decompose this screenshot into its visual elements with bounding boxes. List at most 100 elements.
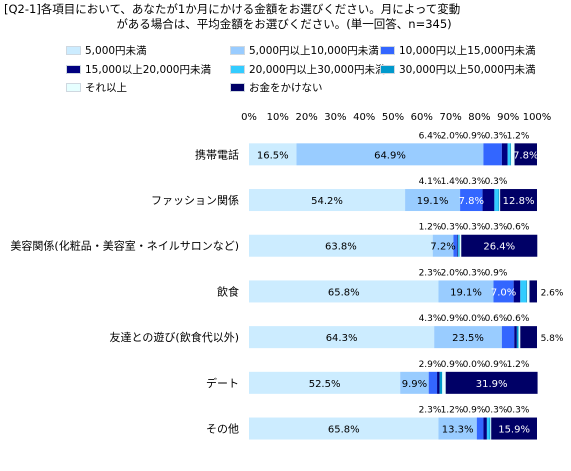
- legend-item-3: 15,000以上20,000円未満: [66, 62, 211, 77]
- bar-segment: [513, 280, 521, 303]
- data-label: 9.9%: [402, 379, 427, 390]
- category-label: デート: [206, 376, 239, 390]
- data-label: 2.0%: [441, 268, 464, 278]
- bar-segment: [249, 326, 435, 349]
- chart-legend: 5,000円未満 5,000円以上10,000円未満 10,000円以上15,0…: [62, 43, 557, 95]
- x-tick-label: 60%: [411, 112, 433, 123]
- bar-segment: [490, 417, 492, 440]
- data-label: 1.4%: [441, 177, 464, 187]
- data-label: 23.5%: [452, 333, 484, 344]
- legend-label-7: お金をかけない: [249, 82, 323, 94]
- bar-segment: [501, 143, 508, 166]
- data-label: 0.3%: [441, 223, 464, 233]
- data-label: 31.9%: [476, 379, 508, 390]
- bar-segment: [249, 189, 406, 212]
- data-label: 0.3%: [485, 177, 508, 187]
- bar-segment: [520, 326, 537, 349]
- chart-title-line-1: [Q2-1]各項目において、あなたが1か月にかける金額をお選びください。月によっ…: [4, 2, 461, 16]
- bar-segment: [400, 371, 429, 394]
- data-label: 0.3%: [463, 223, 486, 233]
- chart-title: [Q2-1]各項目において、あなたが1か月にかける金額をお選びください。月によっ…: [4, 2, 564, 32]
- data-label: 1.2%: [507, 131, 530, 141]
- data-label: 0.3%: [485, 223, 508, 233]
- data-label: 0.9%: [441, 360, 464, 370]
- bar-segment: [428, 371, 438, 394]
- data-label: 2.3%: [419, 268, 442, 278]
- legend-swatch-6: [66, 83, 81, 92]
- data-label: 2.6%: [541, 288, 564, 298]
- bar-segment: [482, 189, 495, 212]
- legend-label-1: 5,000円以上10,000円未満: [249, 45, 379, 57]
- data-label: 7.2%: [430, 242, 455, 253]
- data-label: 16.5%: [257, 150, 289, 161]
- x-tick-label: 10%: [267, 112, 289, 123]
- bar-segment: [457, 234, 459, 257]
- chart-title-line-2: がある場合は、平均金額をお選びください。(単一回答、n=345): [116, 17, 452, 31]
- bar-segment: [501, 326, 515, 349]
- data-label: 6.4%: [419, 131, 442, 141]
- legend-label-4: 20,000円以上30,000円未満: [249, 64, 386, 76]
- legend-item-0: 5,000円未満: [66, 43, 147, 58]
- data-label: 63.8%: [325, 242, 357, 253]
- bar-segment: [437, 371, 440, 394]
- x-tick-label: 80%: [468, 112, 490, 123]
- data-label: 52.5%: [309, 379, 341, 390]
- bar-segment: [296, 143, 484, 166]
- legend-label-0: 5,000円未満: [85, 45, 147, 57]
- legend-item-6: それ以上: [66, 80, 127, 95]
- bar-segment: [249, 234, 433, 257]
- bar-segment: [460, 189, 483, 212]
- legend-swatch-1: [230, 46, 245, 55]
- category-label: ファッション関係: [151, 194, 239, 207]
- data-label: 65.8%: [328, 287, 360, 298]
- data-label: 64.9%: [374, 150, 406, 161]
- legend-swatch-2: [380, 46, 395, 55]
- legend-swatch-5: [380, 65, 395, 74]
- bar-segment: [459, 234, 462, 257]
- data-label: 7.0%: [491, 287, 516, 298]
- data-label: 0.3%: [463, 177, 486, 187]
- data-label: 2.0%: [441, 131, 464, 141]
- data-label: 0.9%: [485, 268, 508, 278]
- bar-segment: [500, 189, 537, 212]
- legend-item-4: 20,000円以上30,000円未満: [230, 62, 385, 77]
- data-label: 0.9%: [485, 360, 508, 370]
- bar-segment: [438, 280, 494, 303]
- bar-segment: [511, 143, 515, 166]
- x-tick-label: 100%: [523, 112, 552, 123]
- bar-segment: [529, 280, 537, 303]
- category-label: 友達との遊び(飲食代以外): [110, 330, 239, 344]
- bar-segment: [432, 234, 454, 257]
- data-label: 0.9%: [463, 131, 486, 141]
- data-label: 7.8%: [459, 196, 484, 207]
- bar-segment: [442, 371, 446, 394]
- legend-item-1: 5,000円以上10,000円未満: [230, 43, 379, 58]
- category-label: その他: [206, 423, 239, 436]
- bar-segment: [453, 234, 457, 257]
- data-label: 0.9%: [463, 406, 486, 416]
- data-label: 13.3%: [442, 425, 474, 436]
- data-label: 0.6%: [485, 314, 508, 324]
- x-tick-label: 30%: [324, 112, 346, 123]
- bar-segment: [486, 417, 490, 440]
- category-label: 飲食: [217, 284, 239, 298]
- bar-segment: [249, 280, 439, 303]
- bar-segment: [489, 417, 491, 440]
- x-tick-label: 90%: [497, 112, 519, 123]
- data-label: 26.4%: [483, 242, 515, 253]
- legend-swatch-7: [230, 83, 245, 92]
- bar-segment: [526, 280, 527, 303]
- data-label: 4.3%: [419, 314, 442, 324]
- legend-item-7: お金をかけない: [230, 80, 323, 95]
- bar-segment: [520, 280, 527, 303]
- data-label: 2.3%: [419, 406, 442, 416]
- legend-label-6: それ以上: [85, 82, 127, 94]
- data-label: 0.0%: [463, 360, 486, 370]
- bar-segment: [439, 371, 443, 394]
- data-label: 15.9%: [498, 425, 530, 436]
- bar-segment: [461, 234, 538, 257]
- data-label: 0.3%: [485, 131, 508, 141]
- bar-segment: [507, 143, 511, 166]
- data-label: 0.6%: [507, 223, 530, 233]
- bar-segment: [526, 280, 530, 303]
